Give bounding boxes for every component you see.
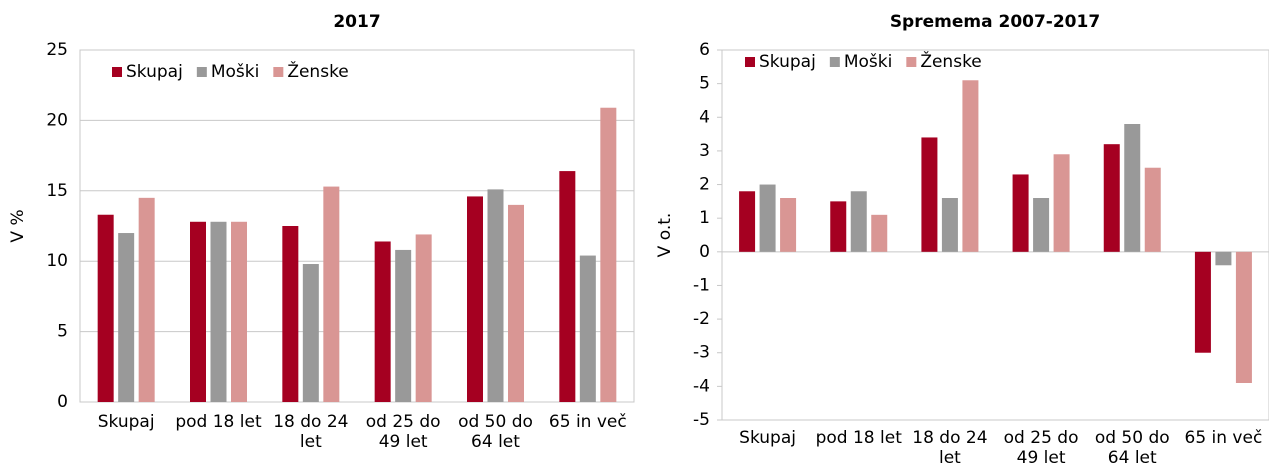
- bar: [508, 204, 524, 402]
- bar: [210, 221, 227, 402]
- y-tick-label: 2: [699, 175, 710, 195]
- x-tick-label: 18 do 24 let: [912, 428, 988, 468]
- x-tick-label: 65 in več: [548, 412, 627, 432]
- bar: [97, 214, 114, 402]
- bar: [467, 196, 483, 402]
- x-tick-label: od 50 do 64 let: [1094, 428, 1170, 468]
- x-tick-label: 65 in več: [1184, 428, 1263, 448]
- bar: [559, 171, 576, 402]
- bar: [1103, 144, 1120, 252]
- bar: [1033, 198, 1050, 252]
- y-tick-label: 15: [46, 181, 68, 201]
- y-tick-label: -3: [693, 343, 710, 363]
- y-tick-label: 20: [46, 110, 68, 130]
- bar: [1194, 251, 1211, 353]
- y-tick-label: 6: [699, 40, 710, 60]
- bar: [850, 191, 867, 252]
- legend-swatch: [906, 57, 917, 67]
- bar: [190, 221, 206, 402]
- plot-frame: [721, 49, 1269, 421]
- bar: [941, 198, 958, 252]
- legend-label: Ženske: [920, 50, 981, 72]
- y-tick-label: 3: [699, 141, 710, 161]
- y-tick-label: 5: [57, 322, 68, 342]
- bar: [1053, 154, 1070, 252]
- bar: [871, 214, 888, 252]
- bar: [1235, 251, 1252, 383]
- x-tick-label: Skupaj: [739, 428, 796, 448]
- x-tick-label: Skupaj: [97, 412, 155, 432]
- y-tick-label: 10: [46, 251, 68, 271]
- bar: [487, 189, 504, 402]
- y-axis-label: V %: [8, 209, 28, 242]
- y-tick-label: -4: [693, 376, 710, 396]
- bar: [231, 221, 247, 402]
- bar: [374, 241, 391, 402]
- bar: [1215, 251, 1232, 266]
- y-axis-label: V o.t.: [655, 213, 675, 258]
- bar: [1012, 174, 1029, 252]
- plot-frame: [79, 49, 635, 403]
- legend-label: Ženske: [287, 60, 348, 82]
- legend-swatch: [273, 67, 284, 77]
- x-tick-label: od 25 do 49 let: [365, 412, 441, 452]
- bar: [302, 264, 319, 402]
- bar: [118, 233, 135, 402]
- bar: [962, 80, 979, 252]
- legend-swatch: [196, 67, 207, 77]
- y-tick-label: 25: [46, 40, 68, 60]
- x-tick-label: 18 do 24 let: [273, 412, 349, 452]
- bar: [323, 186, 340, 402]
- legend-label: Moški: [211, 62, 260, 82]
- legend-label: Skupaj: [759, 52, 816, 72]
- chart-title: 2017: [333, 12, 380, 32]
- x-tick-label: pod 18 let: [175, 412, 262, 432]
- legend-label: Skupaj: [126, 62, 183, 82]
- y-tick-label: -1: [693, 275, 710, 295]
- y-tick-label: 0: [699, 242, 710, 262]
- y-tick-label: 4: [699, 107, 710, 127]
- x-tick-label: pod 18 let: [815, 428, 902, 448]
- legend-label: Moški: [844, 52, 893, 72]
- bar: [1124, 124, 1141, 252]
- bar: [415, 234, 432, 402]
- bar: [759, 184, 776, 252]
- bar: [921, 137, 938, 252]
- bar: [579, 255, 596, 402]
- bar: [600, 107, 617, 402]
- bar: [1144, 167, 1161, 252]
- bar: [395, 249, 412, 402]
- bar: [830, 201, 847, 252]
- y-tick-label: 1: [699, 208, 710, 228]
- x-tick-label: od 25 do 49 let: [1003, 428, 1079, 468]
- y-tick-label: 0: [57, 392, 68, 412]
- x-tick-label: od 50 do 64 let: [458, 412, 533, 452]
- legend-swatch: [112, 67, 122, 77]
- y-tick-label: -5: [693, 410, 710, 430]
- bar: [138, 197, 155, 402]
- bar: [780, 198, 797, 252]
- y-tick-label: -2: [693, 309, 710, 329]
- legend-swatch: [829, 57, 840, 67]
- chart-title: Spremema 2007-2017: [890, 12, 1100, 32]
- bar: [739, 191, 756, 252]
- legend-swatch: [745, 57, 755, 67]
- y-tick-label: 5: [699, 74, 710, 94]
- bar: [282, 226, 299, 402]
